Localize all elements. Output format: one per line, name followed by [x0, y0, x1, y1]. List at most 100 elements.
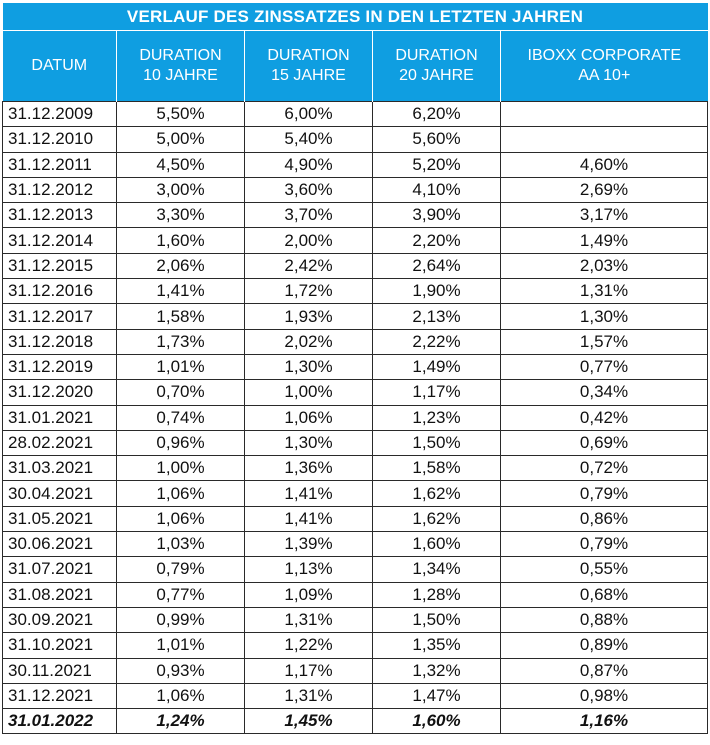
- duration-10-cell: 1,60%: [116, 227, 245, 254]
- date-cell: 31.12.2010: [2, 126, 117, 153]
- duration-20-cell: 1,32%: [372, 657, 501, 684]
- duration-20-cell: 1,50%: [372, 429, 501, 457]
- duration-10-cell: 4,50%: [116, 151, 245, 178]
- date-cell: 31.12.2017: [2, 303, 117, 330]
- column-header-line1: DATUM: [31, 57, 88, 74]
- duration-10-cell: 0,79%: [116, 556, 245, 583]
- date-cell: 31.12.2015: [2, 252, 117, 280]
- date-cell: 31.12.2012: [2, 176, 117, 204]
- duration-10-cell: 1,58%: [116, 303, 245, 330]
- duration-15-cell: 1,00%: [244, 379, 373, 406]
- column-header-line1: DURATION: [267, 47, 350, 64]
- iboxx-cell: 3,17%: [499, 202, 709, 229]
- date-cell: 31.12.2020: [2, 379, 117, 406]
- duration-15-cell: 1,17%: [244, 657, 373, 684]
- duration-20-cell: 1,62%: [372, 505, 501, 533]
- interest-rate-table: VERLAUF DES ZINSSATZES IN DEN LETZTEN JA…: [2, 3, 709, 735]
- date-cell: 31.08.2021: [2, 581, 117, 608]
- iboxx-cell: 0,69%: [499, 429, 709, 457]
- date-cell: 30.06.2021: [2, 531, 117, 558]
- table-row: 30.11.2021 0,93% 1,17% 1,32% 0,87%: [2, 657, 709, 684]
- duration-15-cell: 1,93%: [244, 303, 373, 330]
- duration-15-cell: 1,22%: [244, 632, 373, 659]
- duration-10-cell: 0,74%: [116, 404, 245, 431]
- date-cell: 31.12.2016: [2, 278, 117, 305]
- duration-15-cell: 2,02%: [244, 328, 373, 355]
- duration-10-cell: 0,93%: [116, 657, 245, 684]
- date-cell: 31.12.2011: [2, 151, 117, 178]
- duration-15-cell: 1,41%: [244, 505, 373, 533]
- duration-20-cell: 1,62%: [372, 480, 501, 507]
- duration-15-cell: 1,36%: [244, 455, 373, 482]
- duration-10-cell: 1,00%: [116, 455, 245, 482]
- table-row: 31.01.2021 0,74% 1,06% 1,23% 0,42%: [2, 404, 709, 431]
- table-row: 31.12.2020 0,70% 1,00% 1,17% 0,34%: [2, 379, 709, 406]
- column-header-duration-15: DURATION 15 JAHRE: [244, 30, 373, 102]
- table-row: 31.12.2016 1,41% 1,72% 1,90% 1,31%: [2, 278, 709, 305]
- iboxx-cell: 1,57%: [499, 328, 709, 355]
- duration-10-cell: 1,73%: [116, 328, 245, 355]
- column-header-line1: IBOXX CORPORATE: [527, 47, 682, 64]
- iboxx-cell: 0,77%: [499, 353, 709, 381]
- date-cell: 31.12.2019: [2, 353, 117, 381]
- duration-20-cell: 5,60%: [372, 126, 501, 153]
- iboxx-cell: 4,60%: [499, 151, 709, 178]
- duration-15-cell: 1,09%: [244, 581, 373, 608]
- duration-10-cell: 5,50%: [116, 100, 245, 128]
- table-row: 31.12.2010 5,00% 5,40% 5,60%: [2, 126, 709, 153]
- duration-15-cell: 3,60%: [244, 176, 373, 204]
- iboxx-cell: 0,42%: [499, 404, 709, 431]
- table-row: 31.07.2021 0,79% 1,13% 1,34% 0,55%: [2, 556, 709, 583]
- table-title: VERLAUF DES ZINSSATZES IN DEN LETZTEN JA…: [2, 3, 708, 31]
- duration-20-cell: 5,20%: [372, 151, 501, 178]
- iboxx-cell: 1,49%: [499, 227, 709, 254]
- duration-20-cell: 1,47%: [372, 682, 501, 710]
- duration-15-cell: 6,00%: [244, 100, 373, 128]
- date-cell: 31.01.2021: [2, 404, 117, 431]
- duration-15-cell: 1,13%: [244, 556, 373, 583]
- date-cell: 30.11.2021: [2, 657, 117, 684]
- duration-15-cell: 4,90%: [244, 151, 373, 178]
- iboxx-cell: 1,30%: [499, 303, 709, 330]
- iboxx-cell: 1,31%: [499, 278, 709, 305]
- table-row: 30.09.2021 0,99% 1,31% 1,50% 0,88%: [2, 606, 709, 634]
- date-cell: 31.10.2021: [2, 632, 117, 659]
- duration-10-cell: 5,00%: [116, 126, 245, 153]
- table-body: 31.12.2009 5,50% 6,00% 6,20% 31.12.2010 5,00%…: [2, 100, 709, 735]
- table-row: 31.12.2012 3,00% 3,60% 4,10% 2,69%: [2, 176, 709, 204]
- iboxx-cell: 0,89%: [499, 632, 709, 659]
- iboxx-cell: [499, 100, 709, 128]
- column-header-iboxx: IBOXX CORPORATE AA 10+: [500, 30, 708, 102]
- duration-20-cell: 2,64%: [372, 252, 501, 280]
- iboxx-cell: 0,87%: [499, 657, 709, 684]
- date-cell: 30.04.2021: [2, 480, 117, 507]
- duration-20-cell: 6,20%: [372, 100, 501, 128]
- duration-15-cell: 1,31%: [244, 606, 373, 634]
- iboxx-cell: 1,16%: [499, 708, 709, 735]
- iboxx-cell: 0,72%: [499, 455, 709, 482]
- date-cell: 31.12.2013: [2, 202, 117, 229]
- duration-10-cell: 1,03%: [116, 531, 245, 558]
- iboxx-cell: 0,88%: [499, 606, 709, 634]
- duration-15-cell: 1,39%: [244, 531, 373, 558]
- date-cell: 31.07.2021: [2, 556, 117, 583]
- duration-10-cell: 3,00%: [116, 176, 245, 204]
- date-cell: 31.12.2021: [2, 682, 117, 710]
- iboxx-cell: 0,79%: [499, 480, 709, 507]
- iboxx-cell: 2,03%: [499, 252, 709, 280]
- iboxx-cell: 0,34%: [499, 379, 709, 406]
- table-row: 31.12.2015 2,06% 2,42% 2,64% 2,03%: [2, 252, 709, 280]
- table-row: 31.12.2011 4,50% 4,90% 5,20% 4,60%: [2, 151, 709, 178]
- duration-15-cell: 1,41%: [244, 480, 373, 507]
- duration-15-cell: 1,31%: [244, 682, 373, 710]
- duration-20-cell: 1,35%: [372, 632, 501, 659]
- duration-15-cell: 1,06%: [244, 404, 373, 431]
- table-row: 31.12.2009 5,50% 6,00% 6,20%: [2, 100, 709, 128]
- duration-20-cell: 4,10%: [372, 176, 501, 204]
- duration-20-cell: 1,49%: [372, 353, 501, 381]
- duration-10-cell: 1,06%: [116, 682, 245, 710]
- column-header-line2: 20 JAHRE: [399, 67, 474, 84]
- duration-20-cell: 1,23%: [372, 404, 501, 431]
- duration-10-cell: 1,06%: [116, 480, 245, 507]
- column-header-line1: DURATION: [139, 47, 222, 64]
